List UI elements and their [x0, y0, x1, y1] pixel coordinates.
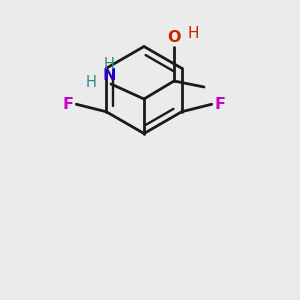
Text: H: H [188, 26, 199, 40]
Text: H: H [86, 75, 97, 90]
Text: N: N [103, 68, 116, 82]
Text: F: F [214, 97, 226, 112]
Text: O: O [167, 30, 181, 45]
Text: F: F [62, 97, 74, 112]
Text: H: H [104, 57, 115, 72]
